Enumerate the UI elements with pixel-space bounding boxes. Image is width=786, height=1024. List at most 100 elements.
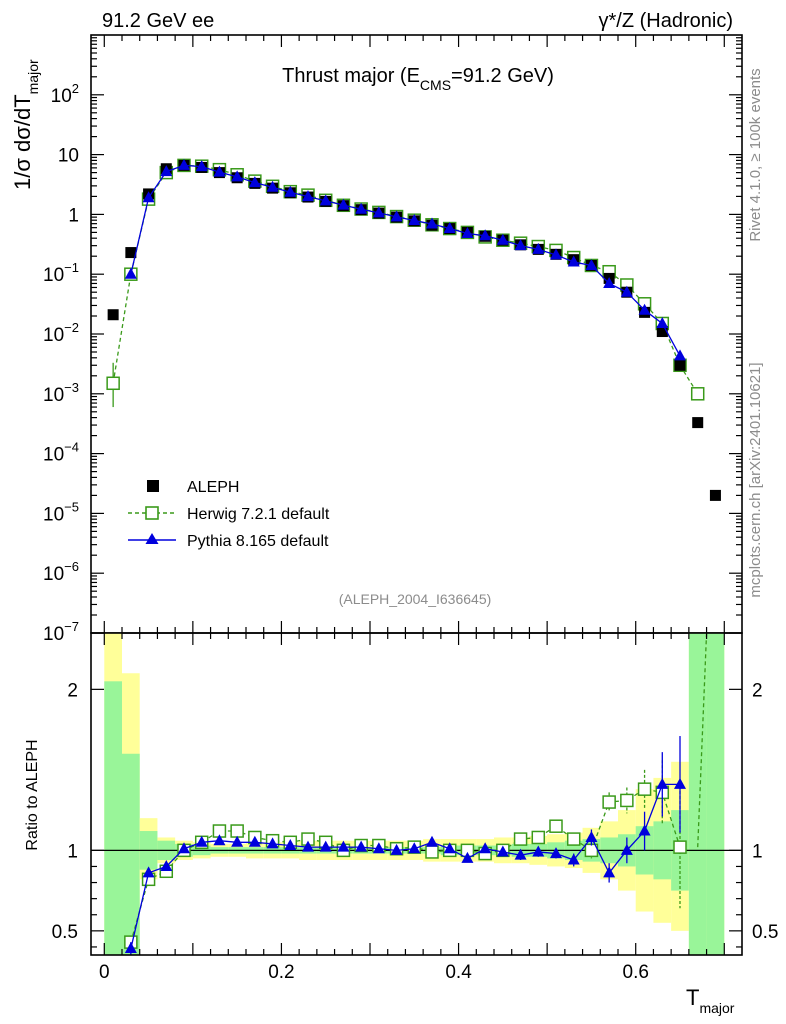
pythia-point: [372, 206, 385, 218]
x-tick-label: 0.4: [445, 962, 472, 983]
ratio-plot-frame: [90, 632, 743, 956]
pythia-ratio-point: [479, 842, 492, 854]
header-left: 91.2 GeV ee: [102, 10, 214, 32]
pythia-point: [426, 217, 438, 229]
main-plot-marks: [106, 158, 721, 501]
pythia-point: [638, 303, 651, 315]
ratio-y-tick-label-left: 1: [67, 841, 78, 862]
pythia-point: [656, 316, 669, 328]
aleph-point: [692, 417, 704, 429]
pythia-ratio-point: [408, 842, 421, 854]
pythia-point: [674, 349, 686, 361]
pythia-point: [514, 239, 527, 251]
analysis-id-label: (ALEPH_2004_I636645): [339, 591, 492, 607]
pythia-point: [178, 158, 190, 170]
pythia-point: [248, 176, 261, 188]
aleph-point: [107, 309, 119, 321]
rivet-version-label: Rivet 4.1.0, ≥ 100k events: [747, 68, 764, 241]
herwig-ratio-point: [566, 832, 581, 846]
pythia-ratio-point: [514, 848, 527, 860]
main-panel: 102 10 1 10−1 10−2 10−3 10−4 10−5 10−6 10−7 Thrus…: [10, 34, 743, 645]
ratio-y-tick-label-right: 1: [752, 841, 763, 862]
pythia-point: [620, 285, 633, 297]
pythia-ratio-point: [585, 830, 598, 842]
pythia-point: [213, 165, 226, 177]
legend: ALEPH Herwig 7.2.1 default Pythia 8.165 …: [128, 479, 330, 550]
pythia-ratio-point: [178, 842, 190, 854]
aleph-point: [656, 326, 668, 338]
x-axis-label-sub: major: [699, 1000, 734, 1016]
pythia-ratio-point: [638, 824, 651, 836]
pythia-point: [532, 242, 545, 254]
herwig-ratio-point: [620, 793, 634, 808]
ratio-band-inner: [706, 633, 725, 955]
main-y-tick-label: 10−3: [43, 380, 79, 406]
main-y-tick-label: 10−1: [43, 260, 79, 286]
main-y-tick-label: 1: [68, 205, 79, 226]
pythia-point: [479, 229, 492, 241]
x-tick-label: 0: [99, 962, 110, 983]
legend-aleph-label: ALEPH: [187, 479, 239, 496]
pythia-ratio-point: [603, 866, 616, 878]
ratio-band-inner: [104, 681, 122, 955]
x-axis-label-main: T: [686, 985, 699, 1010]
pythia-ratio-point: [567, 853, 580, 865]
main-title-sub: CMS: [420, 77, 451, 93]
legend-aleph-marker: [147, 480, 159, 492]
mcplots-url-label: mcplots.cern.ch [arXiv:2401.10621]: [747, 362, 764, 597]
pythia-point: [585, 258, 598, 270]
pythia-point: [567, 255, 580, 267]
ratio-y-tick-label-left: 2: [67, 680, 78, 701]
main-y-axis-label-main: 1/σ dσ/dT: [10, 94, 35, 190]
pythia-ratio-point: [656, 777, 669, 789]
pythia-ratio-point: [284, 839, 297, 851]
main-y-tick-label: 10−5: [43, 499, 79, 525]
ratio-y-tick-label-right: 0.5: [752, 922, 778, 943]
legend-pythia-label: Pythia 8.165 default: [187, 533, 329, 550]
pythia-point: [337, 198, 350, 210]
aleph-point: [125, 247, 137, 259]
main-y-tick-label: 10−6: [43, 559, 79, 585]
herwig-point: [106, 376, 120, 391]
pythia-ratio-point: [461, 851, 474, 863]
herwig-ratio-point: [673, 840, 687, 854]
herwig-ratio-offscale: [697, 632, 708, 848]
aleph-point: [709, 489, 721, 501]
header-right: γ*/Z (Hadronic): [599, 10, 733, 32]
pythia-ratio-point: [620, 843, 633, 855]
main-y-tick-label: 10−7: [43, 619, 79, 645]
legend-herwig-marker: [145, 506, 159, 520]
pythia-ratio-point: [266, 837, 279, 849]
pythia-ratio-point: [337, 840, 350, 852]
ratio-y-tick-label-left: 0.5: [52, 922, 78, 943]
main-y-tick-label: 102: [51, 81, 79, 107]
pythia-ratio-point: [319, 840, 332, 852]
pythia-ratio-point: [550, 847, 562, 859]
pythia-point: [550, 248, 562, 260]
ratio-band-inner: [122, 753, 140, 955]
pythia-point: [195, 160, 208, 172]
pythia-point: [603, 276, 616, 288]
pythia-point: [461, 226, 474, 238]
x-tick-label: 0.6: [623, 962, 649, 983]
pythia-ratio-point: [195, 835, 208, 847]
pythia-point: [408, 214, 421, 226]
aleph-point: [674, 359, 686, 371]
main-y-axis-label-sub: major: [25, 59, 41, 94]
pythia-point: [160, 165, 173, 177]
pythia-ratio-point: [124, 942, 137, 954]
pythia-ratio-point: [231, 835, 244, 847]
x-axis-label: Tmajor: [686, 985, 735, 1016]
pythia-point: [284, 185, 297, 197]
ratio-y-tick-label-right: 2: [752, 680, 763, 701]
pythia-point: [142, 191, 155, 203]
main-title: Thrust major (ECMS=91.2 GeV): [282, 65, 554, 93]
herwig-point: [690, 387, 705, 401]
pythia-point: [266, 180, 279, 192]
herwig-line: [112, 164, 699, 395]
pythia-ratio-point: [390, 843, 403, 855]
main-axis-ticks: 102 10 1 10−1 10−2 10−3 10−4 10−5 10−6 10−7: [43, 35, 742, 645]
pythia-ratio-point: [142, 866, 155, 878]
pythia-ratio-point: [160, 859, 173, 871]
pythia-ratio-point: [213, 834, 226, 846]
